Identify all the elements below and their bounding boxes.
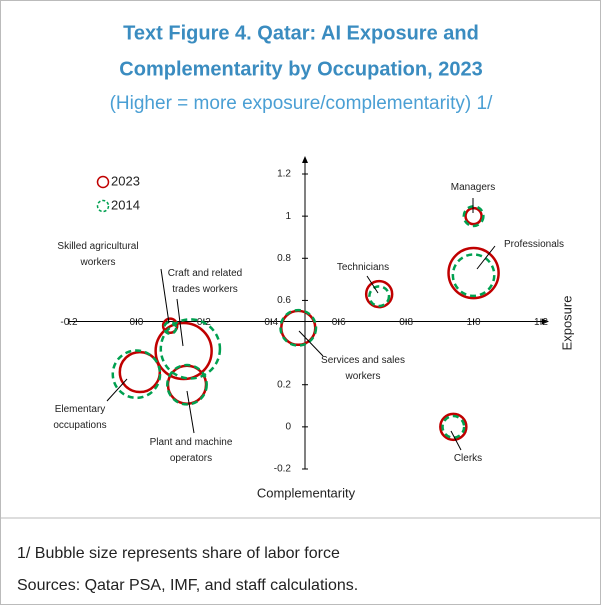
bubble xyxy=(159,318,222,380)
bubble-label: Skilled agricultural workers xyxy=(57,241,139,268)
y-tick-label: 0.6 xyxy=(277,295,291,306)
leader-line xyxy=(298,330,324,357)
x-tick-label: 0.6 xyxy=(332,317,346,328)
bubble xyxy=(166,363,208,406)
leader-line xyxy=(160,268,170,324)
leader-line xyxy=(176,298,184,347)
x-axis-arrow xyxy=(542,318,549,325)
chart-title: Complementarity by Occupation, 2023 xyxy=(119,58,482,80)
source-note: Sources: Qatar PSA, IMF, and staff calcu… xyxy=(17,577,358,594)
y-axis-label: Exposure xyxy=(559,296,574,351)
bubble xyxy=(154,321,213,381)
bubble-label: Elementary occupations xyxy=(53,404,107,431)
bubble-label: Craft and related trades workers xyxy=(167,268,243,295)
x-tick-label: 0.8 xyxy=(399,317,413,328)
bubble-label: Technicians xyxy=(336,262,390,273)
y-tick-label: 1.2 xyxy=(277,169,291,180)
bubble xyxy=(279,308,318,347)
x-tick-label: -0.2 xyxy=(60,317,78,328)
legend-label: 2023 xyxy=(111,173,140,188)
y-tick-label: -0.2 xyxy=(274,464,292,475)
leader-line xyxy=(106,378,128,402)
leader-line xyxy=(450,430,462,451)
bubble xyxy=(441,414,466,439)
x-tick-label: 0.0 xyxy=(129,317,143,328)
legend-marker xyxy=(96,199,110,213)
x-axis-label: Complementarity xyxy=(257,485,356,500)
bubble xyxy=(111,349,162,400)
legend-label: 2014 xyxy=(111,197,140,212)
bubble-label: Managers xyxy=(450,182,496,193)
x-tick-label: 1.0 xyxy=(467,317,481,328)
chart-subtitle: (Higher = more exposure/complementarity)… xyxy=(110,93,494,114)
y-tick-label: 0.2 xyxy=(277,379,291,390)
leader-line xyxy=(366,275,379,294)
bubble xyxy=(464,206,483,226)
x-tick-label: 0.4 xyxy=(264,317,278,328)
chart-title: Text Figure 4. Qatar: AI Exposure and xyxy=(123,22,479,44)
footnote: 1/ Bubble size represents share of labor… xyxy=(17,545,340,562)
legend-marker xyxy=(96,175,110,189)
y-tick-label: 1 xyxy=(285,211,291,222)
y-tick-label: 0.8 xyxy=(277,253,291,264)
bubble xyxy=(162,320,178,335)
bubble-label: Services and sales workers xyxy=(321,355,405,382)
bubble xyxy=(447,246,500,300)
leader-line xyxy=(186,390,195,434)
bubble xyxy=(439,412,468,442)
bubble xyxy=(462,205,485,228)
y-tick-label: 0 xyxy=(285,421,291,432)
bubble xyxy=(451,253,496,298)
leader-line xyxy=(476,245,496,270)
bubble xyxy=(161,317,179,335)
x-tick-label: 1.2 xyxy=(534,317,548,328)
bubble-label: Plant and machine operators xyxy=(149,437,233,464)
bubble-label: Professionals xyxy=(503,239,565,250)
bubble-label: Clerks xyxy=(453,453,483,464)
bubble xyxy=(368,285,391,308)
y-axis-arrow xyxy=(302,156,308,163)
